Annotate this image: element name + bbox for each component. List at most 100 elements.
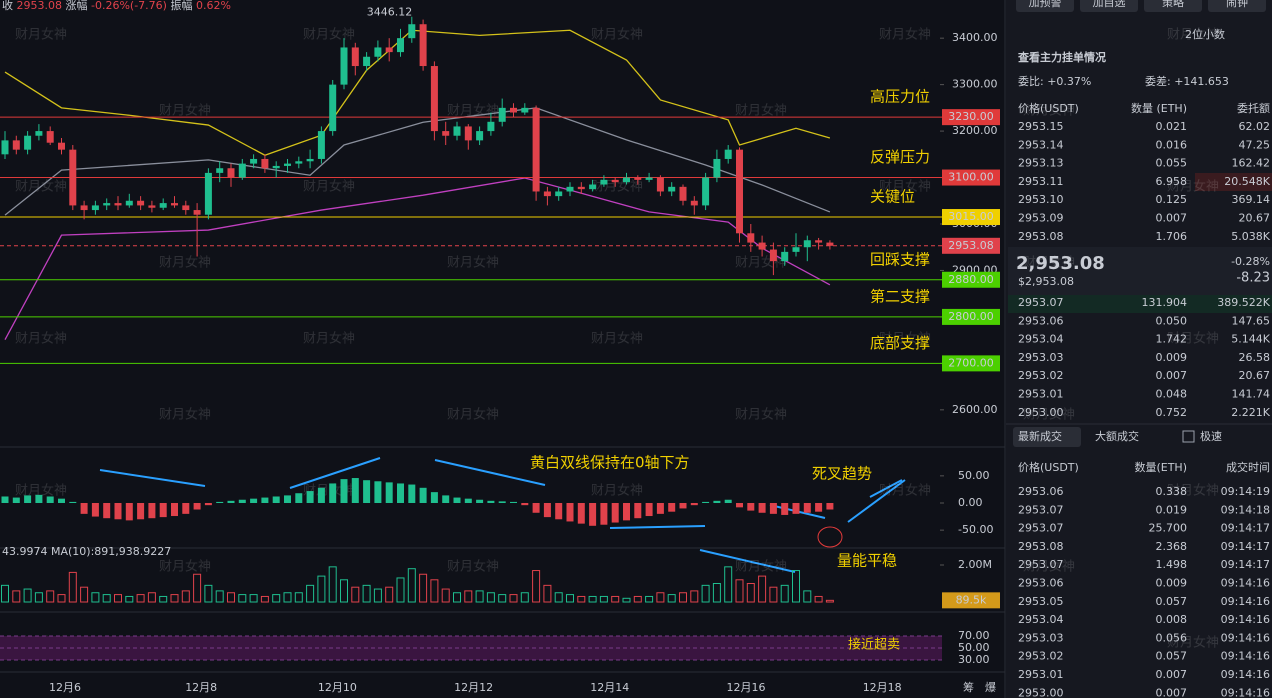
level-badge bbox=[942, 308, 1000, 325]
volume-bar bbox=[373, 588, 382, 603]
candle-body bbox=[125, 200, 133, 206]
checkbox[interactable] bbox=[1182, 430, 1195, 443]
panel-bg bbox=[1006, 0, 1272, 698]
button-label[interactable]: 策略 bbox=[1162, 0, 1184, 9]
volume-bar bbox=[170, 594, 179, 603]
volume-bar bbox=[283, 592, 292, 603]
button[interactable] bbox=[1016, 0, 1074, 12]
qty: 0.057 bbox=[1156, 650, 1188, 663]
y-tick-label: 70.00 bbox=[958, 629, 990, 642]
level-badge bbox=[942, 355, 1000, 372]
amount: 09:14:16 bbox=[1221, 631, 1270, 644]
watermark: 财月女神 bbox=[447, 255, 499, 271]
level-name: 第二支撑 bbox=[870, 287, 930, 305]
candle-body bbox=[769, 249, 777, 262]
amount: 09:14:16 bbox=[1221, 595, 1270, 608]
candle-body bbox=[826, 242, 834, 246]
volume-bar bbox=[498, 594, 507, 603]
y-tick-label: 50.00 bbox=[958, 469, 990, 482]
ask-depth bbox=[1195, 173, 1272, 191]
watermark: 财月女神 bbox=[1167, 635, 1219, 651]
qty: 0.008 bbox=[1156, 613, 1188, 626]
macd-bar bbox=[1, 496, 9, 503]
main-orders[interactable]: 查看主力挂单情况 bbox=[1018, 50, 1106, 64]
macd-bar bbox=[12, 497, 20, 503]
diff: 委差: +141.653 bbox=[1145, 74, 1229, 88]
high-marker: 3446.12 bbox=[367, 6, 413, 19]
amount: 147.65 bbox=[1232, 314, 1271, 327]
level-badge bbox=[942, 209, 1000, 226]
volume-bar bbox=[803, 590, 812, 603]
tab[interactable]: 极速 bbox=[1200, 429, 1222, 443]
corner: 爆 bbox=[985, 680, 996, 694]
volume-bar bbox=[780, 584, 789, 603]
macd-bar bbox=[781, 503, 789, 515]
button[interactable] bbox=[1080, 0, 1138, 12]
candle-body bbox=[690, 200, 698, 206]
candle-body bbox=[374, 47, 382, 57]
x-tick-label: 12月14 bbox=[590, 681, 629, 694]
candle-body bbox=[702, 177, 710, 206]
price: 2953.00 bbox=[1018, 686, 1064, 698]
price: 2953.04 bbox=[1018, 613, 1064, 626]
watermark: 财月女神 bbox=[15, 483, 67, 499]
macd-bar bbox=[363, 480, 371, 503]
macd-bar bbox=[295, 493, 303, 503]
watermark: 财月女神 bbox=[879, 27, 931, 43]
candle-body bbox=[171, 203, 178, 206]
qty: 0.057 bbox=[1156, 595, 1188, 608]
macd-bar bbox=[453, 497, 461, 503]
button[interactable] bbox=[1208, 0, 1266, 12]
amount: 09:14:16 bbox=[1221, 577, 1270, 590]
price: 2953.03 bbox=[1018, 351, 1064, 364]
amount: 369.14 bbox=[1232, 193, 1271, 206]
candle-body bbox=[498, 107, 506, 122]
y-tick-label: 3300.00 bbox=[952, 78, 998, 91]
price: 2953.06 bbox=[1018, 485, 1064, 498]
volume-bar bbox=[272, 594, 281, 603]
qty: 25.700 bbox=[1149, 522, 1188, 535]
volume-bar bbox=[419, 573, 428, 603]
volume-bar bbox=[147, 592, 156, 603]
watermark: 财月女神 bbox=[159, 103, 211, 119]
candle-body bbox=[148, 205, 156, 208]
candle-body bbox=[58, 142, 65, 150]
volume-bar bbox=[407, 568, 416, 603]
candle-body bbox=[35, 131, 43, 136]
macd-bar bbox=[702, 501, 710, 503]
qty: 0.007 bbox=[1156, 212, 1188, 225]
button-label[interactable]: 加自选 bbox=[1093, 0, 1126, 9]
amount: 09:14:17 bbox=[1221, 558, 1270, 571]
button-label[interactable]: 闹钟 bbox=[1226, 0, 1248, 9]
volume-bar bbox=[396, 577, 405, 603]
button-label[interactable]: 加预警 bbox=[1029, 0, 1062, 9]
candle-body bbox=[781, 251, 789, 262]
volume-bar bbox=[23, 588, 32, 603]
macd-bar bbox=[91, 503, 99, 517]
macd-bar bbox=[261, 497, 269, 503]
macd-bar bbox=[80, 503, 88, 514]
volume-bar bbox=[712, 583, 721, 603]
decimals[interactable]: 2位小数 bbox=[1185, 27, 1225, 41]
candle-body bbox=[91, 205, 99, 211]
macd-bar bbox=[430, 492, 438, 503]
volume-bar bbox=[577, 595, 586, 603]
macd-bar bbox=[103, 503, 111, 519]
volume-bar bbox=[12, 590, 21, 603]
button[interactable] bbox=[1144, 0, 1202, 12]
macd-bar bbox=[238, 499, 246, 503]
y-tick-label: 3200.00 bbox=[952, 124, 998, 137]
volume-bar bbox=[453, 592, 461, 603]
tab[interactable]: 大额成交 bbox=[1095, 429, 1139, 443]
watermark: 财月女神 bbox=[1023, 559, 1075, 575]
price: 2953.04 bbox=[1018, 333, 1064, 346]
macd-bar bbox=[385, 482, 393, 503]
candle-body bbox=[487, 121, 495, 132]
col-header: 价格(USDT) bbox=[1018, 460, 1079, 474]
annotation: 接近超卖 bbox=[848, 637, 900, 653]
x-tick-label: 12月16 bbox=[727, 681, 766, 694]
volume-bar bbox=[532, 570, 541, 603]
macd-bar bbox=[204, 503, 212, 506]
tab[interactable]: 最新成交 bbox=[1018, 429, 1062, 443]
level-name: 回踩支撑 bbox=[870, 250, 930, 268]
